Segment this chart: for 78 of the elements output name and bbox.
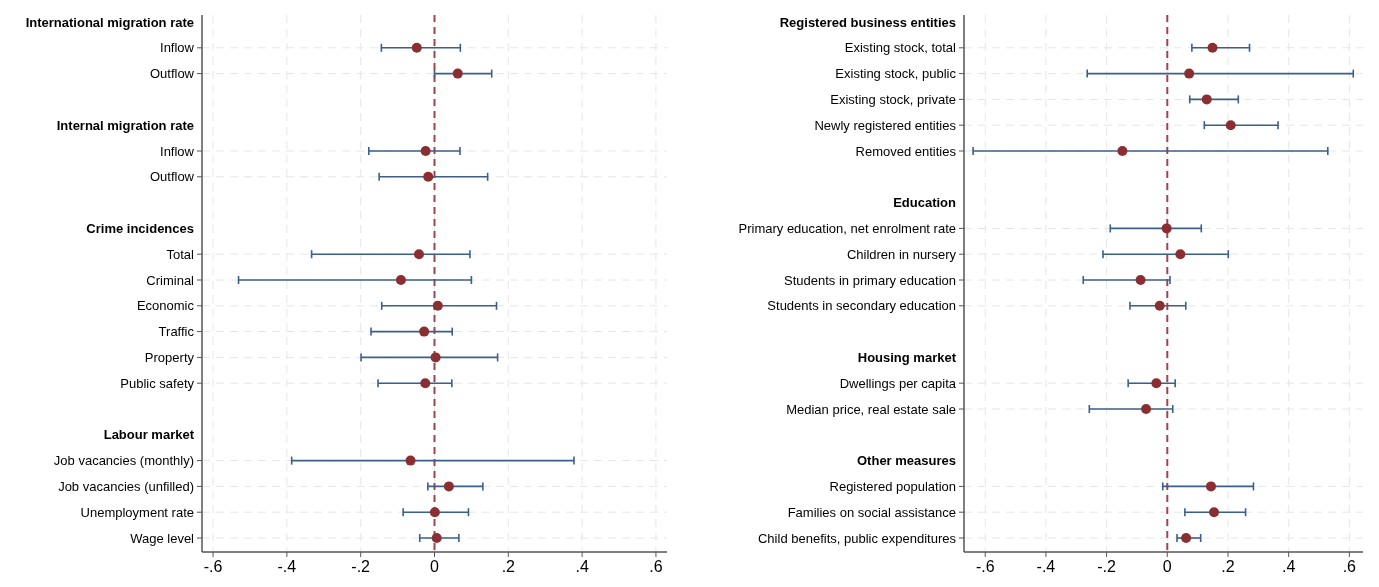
point <box>1207 42 1218 53</box>
point <box>430 352 441 363</box>
y-tick-label: Traffic <box>158 324 195 340</box>
y-tick-label: Dwellings per capita <box>839 375 957 391</box>
y-tick-label: Primary education, net enrolment rate <box>738 220 956 236</box>
y-tick-label: Outflow <box>149 169 195 185</box>
point <box>452 68 463 79</box>
point <box>1184 68 1195 79</box>
point <box>1181 533 1192 543</box>
x-tick-label: 0 <box>1162 558 1172 575</box>
x-tick-label: -.2 <box>351 558 371 575</box>
point <box>420 378 431 389</box>
point <box>405 455 416 466</box>
y-tick-label: Median price, real estate sale <box>786 401 956 417</box>
x-tick-label: -.4 <box>1036 558 1056 575</box>
y-tick-label: Inflow <box>160 143 195 159</box>
y-tick-label: Internal migration rate <box>56 117 194 133</box>
point <box>431 533 442 543</box>
y-tick-label: Students in primary education <box>784 272 956 288</box>
y-tick-label: Wage level <box>130 530 195 546</box>
point <box>429 507 440 518</box>
y-tick-label: Children in nursery <box>846 246 957 262</box>
point <box>420 146 431 156</box>
x-tick-label: .4 <box>1281 558 1296 575</box>
y-tick-label: Registered population <box>829 478 956 494</box>
y-tick-label: Outflow <box>149 66 195 82</box>
x-tick-label: .4 <box>575 558 589 575</box>
y-tick-label: Newly registered entities <box>814 117 957 133</box>
point <box>1161 223 1172 234</box>
point <box>411 42 422 53</box>
y-tick-label: Registered business entities <box>779 14 956 30</box>
y-tick-label: Other measures <box>857 453 956 469</box>
y-tick-label: Students in secondary education <box>767 298 956 314</box>
point <box>1135 275 1146 285</box>
y-tick-label: Inflow <box>160 40 195 56</box>
y-tick-label: International migration rate <box>25 14 194 30</box>
point <box>1209 507 1220 518</box>
point <box>395 275 406 285</box>
y-tick-label: Existing stock, public <box>835 66 957 82</box>
y-tick-label: Economic <box>136 298 195 314</box>
y-tick-label: Labour market <box>103 427 195 443</box>
x-tick-label: -.2 <box>1097 558 1117 575</box>
x-tick-label: .2 <box>1221 558 1235 575</box>
y-tick-label: Total <box>166 246 195 262</box>
x-tick-label: -.6 <box>975 558 995 575</box>
point <box>423 171 434 182</box>
x-tick-label: .6 <box>649 558 663 575</box>
y-tick-label: Existing stock, total <box>844 40 957 56</box>
y-tick-label: Removed entities <box>855 143 957 159</box>
y-tick-label: Unemployment rate <box>80 504 194 520</box>
x-tick-label: -.4 <box>277 558 297 575</box>
x-tick-label: .6 <box>1342 558 1357 575</box>
x-tick-label: 0 <box>430 558 440 575</box>
point <box>1225 120 1236 131</box>
point <box>1154 300 1165 311</box>
y-tick-label: Job vacancies (unfilled) <box>58 478 194 494</box>
point <box>1175 249 1186 260</box>
point <box>1205 481 1216 492</box>
point <box>1117 146 1128 156</box>
point <box>432 300 443 311</box>
point <box>443 481 454 492</box>
y-tick-label: Child benefits, public expenditures <box>757 530 957 546</box>
x-tick-label: .2 <box>501 558 516 575</box>
point <box>419 326 430 337</box>
y-tick-label: Education <box>893 195 957 211</box>
point <box>414 249 424 260</box>
y-tick-label: Job vacancies (monthly) <box>53 453 194 469</box>
point <box>1141 404 1152 414</box>
x-tick-label: -.6 <box>203 558 223 575</box>
y-tick-label: Property <box>144 349 195 365</box>
y-tick-label: Families on social assistance <box>787 504 956 520</box>
point <box>1151 378 1162 389</box>
y-tick-label: Crime incidences <box>86 220 194 236</box>
y-tick-label: Housing market <box>857 349 957 365</box>
y-tick-label: Criminal <box>146 272 195 288</box>
point <box>1201 94 1212 105</box>
y-tick-label: Public safety <box>120 375 195 391</box>
y-tick-label: Existing stock, private <box>830 91 956 107</box>
